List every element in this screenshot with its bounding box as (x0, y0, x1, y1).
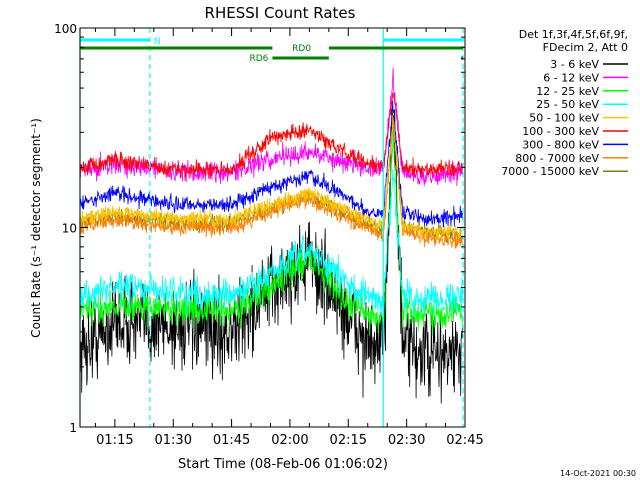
legend-header-line: FDecim 2, Att 0 (543, 41, 628, 54)
legend-label: 7000 - 15000 keV (501, 165, 599, 178)
n-bar-label: N (154, 37, 161, 47)
chart-title: RHESSI Count Rates (205, 4, 356, 22)
y-axis: 1 10 100 (54, 22, 465, 435)
x-tick-label: 01:45 (213, 433, 250, 448)
y-tick-label: 100 (54, 22, 77, 36)
series-line-0 (80, 108, 463, 404)
legend-label: 800 - 7000 keV (515, 152, 599, 165)
legend-label: 300 - 800 keV (522, 138, 599, 151)
y-axis-label: Count Rate (s⁻¹ detector segment⁻¹) (29, 118, 43, 338)
x-tick-label: 01:15 (96, 433, 133, 448)
x-tick-label: 01:30 (155, 433, 192, 448)
footer-date: 14-Oct-2021 00:30 (560, 469, 636, 478)
legend-header-line: Det 1f,3f,4f,5f,6f,9f, (519, 28, 628, 41)
x-tick-label: 02:00 (271, 433, 308, 448)
series-curves (80, 67, 463, 404)
x-axis: 01:15 01:30 01:45 02:00 02:15 02:30 02:45 (94, 28, 484, 448)
legend-label: 3 - 6 keV (550, 58, 599, 71)
y-tick-label: 1 (69, 421, 77, 435)
legend-label: 100 - 300 keV (522, 125, 599, 138)
x-tick-label: 02:45 (446, 433, 483, 448)
x-tick-label: 02:30 (388, 433, 425, 448)
series-line-3 (80, 169, 463, 317)
rd0-bar-label: RD0 (292, 44, 311, 54)
rd6-bar-label: RD6 (250, 54, 269, 64)
y-tick-label: 10 (62, 222, 77, 236)
legend-label: 50 - 100 keV (529, 112, 599, 125)
attenuator-bars: N RD0 RD6 (80, 37, 464, 64)
legend-label: 12 - 25 keV (536, 85, 599, 98)
series-line-6 (80, 100, 463, 228)
vertical-markers (79, 28, 464, 427)
legend: Det 1f,3f,4f,5f,6f,9f,FDecim 2, Att 0 3 -… (501, 28, 628, 178)
legend-label: 6 - 12 keV (543, 71, 599, 84)
x-axis-label: Start Time (08-Feb-06 01:06:02) (178, 457, 388, 472)
series-line-5 (80, 92, 463, 179)
x-tick-label: 02:15 (330, 433, 367, 448)
legend-label: 25 - 50 keV (536, 98, 599, 111)
series-line-4 (80, 115, 463, 242)
